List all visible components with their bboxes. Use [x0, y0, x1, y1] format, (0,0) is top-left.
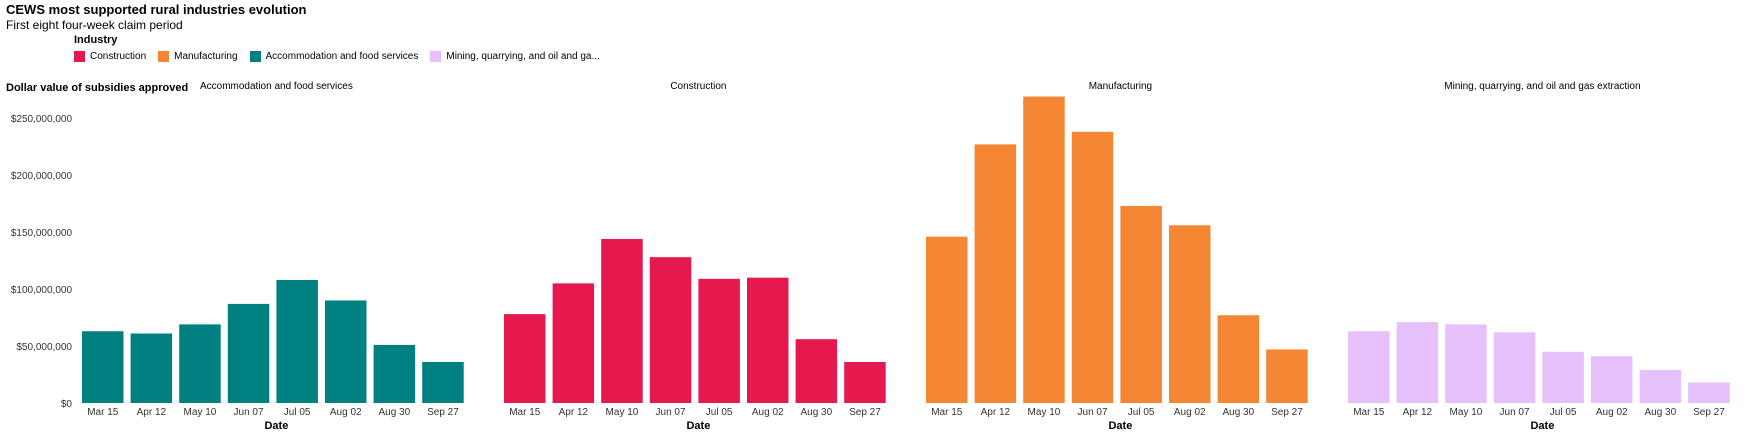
- bar: [601, 238, 643, 403]
- bar: [504, 314, 546, 403]
- y-tick-label: $150,000,000: [11, 228, 73, 239]
- bar: [1591, 356, 1633, 403]
- x-tick-label: Mar 15: [509, 407, 541, 418]
- x-tick-label: Aug 02: [1174, 407, 1206, 418]
- bar: [552, 283, 595, 403]
- x-tick-label: Sep 27: [1693, 407, 1725, 418]
- x-tick-label: Sep 27: [849, 407, 881, 418]
- x-tick-label: Aug 02: [1596, 407, 1628, 418]
- legend-swatch-accommodation: [249, 51, 261, 62]
- panel-title: Accommodation and food services: [200, 81, 353, 92]
- x-tick-label: Mar 15: [1353, 407, 1385, 418]
- bar: [179, 324, 221, 403]
- x-axis-label: Date: [1108, 420, 1132, 432]
- bar: [974, 144, 1017, 403]
- x-tick-label: Aug 30: [378, 407, 410, 418]
- x-tick-label: Apr 12: [559, 407, 589, 418]
- x-tick-label: May 10: [606, 407, 639, 418]
- y-tick-label: $0: [61, 399, 73, 410]
- x-tick-label: Jun 07: [1500, 407, 1530, 418]
- x-tick-label: Sep 27: [427, 407, 459, 418]
- bar: [130, 333, 173, 403]
- y-tick-label: $250,000,000: [11, 114, 73, 125]
- bar: [649, 257, 692, 403]
- x-tick-label: Aug 30: [1222, 407, 1254, 418]
- legend-item-mining[interactable]: Mining, quarrying, and oil and ga...: [430, 51, 600, 62]
- x-tick-label: May 10: [184, 407, 217, 418]
- x-axis-label: Date: [1530, 420, 1554, 432]
- x-tick-label: May 10: [1028, 407, 1061, 418]
- bar: [747, 277, 789, 403]
- legend: Construction Manufacturing Accommodation…: [74, 51, 612, 62]
- bar: [698, 278, 740, 403]
- bar: [1348, 331, 1390, 403]
- bar: [1542, 351, 1584, 403]
- bar: [1023, 96, 1065, 404]
- y-axis-label: Dollar value of subsidies approved: [6, 82, 188, 94]
- bar: [795, 339, 838, 403]
- legend-item-construction[interactable]: Construction: [74, 51, 146, 62]
- y-tick-label: $200,000,000: [11, 171, 73, 182]
- panel-title: Mining, quarrying, and oil and gas extra…: [1444, 81, 1640, 92]
- x-tick-label: Aug 02: [330, 407, 362, 418]
- legend-swatch-manufacturing: [158, 51, 170, 62]
- chart-subtitle: First eight four-week claim period: [6, 18, 183, 32]
- panel-title: Manufacturing: [1089, 81, 1152, 92]
- x-tick-label: Jul 05: [1128, 407, 1155, 418]
- bar: [926, 236, 968, 403]
- bar: [227, 303, 270, 403]
- x-tick-label: Apr 12: [981, 407, 1011, 418]
- legend-label-construction: Construction: [90, 51, 147, 62]
- x-axis-label: Date: [686, 420, 710, 432]
- x-tick-label: Apr 12: [1403, 407, 1433, 418]
- legend-label-mining: Mining, quarrying, and oil and ga...: [446, 51, 600, 62]
- bar: [1169, 225, 1211, 403]
- bar: [1071, 131, 1114, 403]
- x-tick-label: Jun 07: [234, 407, 264, 418]
- x-tick-label: May 10: [1450, 407, 1483, 418]
- x-tick-label: Aug 02: [752, 407, 784, 418]
- legend-item-accommodation[interactable]: Accommodation and food services: [249, 51, 419, 62]
- bar: [1688, 382, 1730, 403]
- legend-swatch-construction: [74, 51, 85, 62]
- chart-title: CEWS most supported rural industries evo…: [6, 2, 307, 17]
- bar: [844, 361, 886, 403]
- legend-label-accommodation: Accommodation and food services: [265, 51, 419, 62]
- x-tick-label: Mar 15: [87, 407, 119, 418]
- bar: [1493, 332, 1536, 403]
- x-axis-label: Date: [264, 420, 288, 432]
- bar: [325, 300, 367, 403]
- y-tick-label: $100,000,000: [11, 285, 73, 296]
- legend-item-manufacturing[interactable]: Manufacturing: [158, 51, 238, 62]
- legend-swatch-mining: [430, 51, 442, 62]
- x-tick-label: Jun 07: [656, 407, 686, 418]
- bar: [422, 361, 464, 403]
- x-tick-label: Jul 05: [1550, 407, 1577, 418]
- y-tick-label: $50,000,000: [16, 342, 72, 353]
- bar: [1120, 205, 1162, 403]
- bar: [1445, 324, 1487, 403]
- bar: [276, 279, 318, 403]
- x-tick-label: Apr 12: [137, 407, 167, 418]
- bar: [1396, 322, 1439, 403]
- bar: [373, 344, 416, 403]
- bar: [82, 331, 124, 403]
- x-tick-label: Jul 05: [706, 407, 733, 418]
- x-tick-label: Sep 27: [1271, 407, 1303, 418]
- panel-title: Construction: [670, 81, 726, 92]
- x-tick-label: Jun 07: [1078, 407, 1108, 418]
- x-tick-label: Jul 05: [284, 407, 311, 418]
- x-tick-label: Aug 30: [1644, 407, 1676, 418]
- bar: [1266, 349, 1308, 403]
- legend-title: Industry: [74, 34, 118, 46]
- legend-label-manufacturing: Manufacturing: [174, 51, 238, 62]
- bar: [1639, 369, 1682, 403]
- x-tick-label: Mar 15: [931, 407, 963, 418]
- bar: [1217, 315, 1260, 403]
- x-tick-label: Aug 30: [800, 407, 832, 418]
